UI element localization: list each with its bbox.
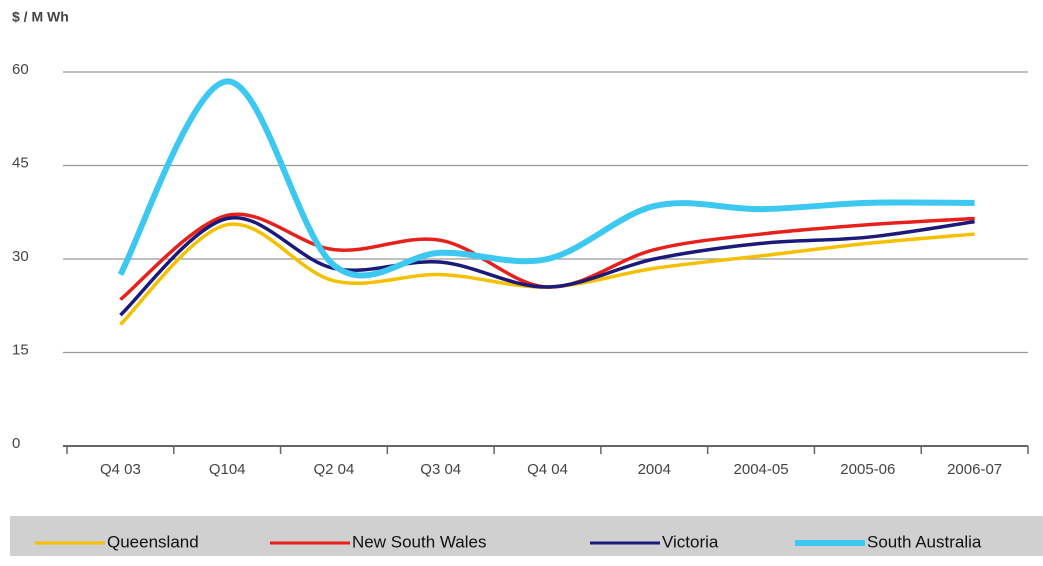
x-tick-label: Q4 03 bbox=[100, 461, 141, 478]
legend-label: Victoria bbox=[662, 532, 719, 551]
y-tick-label: 60 bbox=[12, 61, 29, 78]
legend-label: New South Wales bbox=[352, 532, 486, 551]
x-tick-label: 2004 bbox=[638, 461, 671, 478]
y-axis-label: $ / M Wh bbox=[12, 9, 69, 25]
series-line bbox=[117, 78, 975, 279]
y-tick-label: 15 bbox=[12, 341, 29, 358]
y-tick-label: 45 bbox=[12, 154, 29, 171]
legend-label: South Australia bbox=[867, 532, 982, 551]
x-tick-label: 2004-05 bbox=[734, 461, 789, 478]
series-line bbox=[119, 215, 975, 317]
legend-label: Queensland bbox=[107, 532, 199, 551]
x-tick-label: Q3 04 bbox=[420, 461, 461, 478]
legend-background bbox=[10, 516, 1043, 556]
y-tick-label: 30 bbox=[12, 248, 29, 265]
x-tick-label: Q2 04 bbox=[314, 461, 355, 478]
x-tick-label: 2005-06 bbox=[840, 461, 895, 478]
x-tick-label: 2006-07 bbox=[947, 461, 1002, 478]
x-tick-label: Q4 04 bbox=[527, 461, 568, 478]
x-tick-label: Q104 bbox=[209, 461, 246, 478]
y-tick-label: 0 bbox=[12, 435, 20, 452]
